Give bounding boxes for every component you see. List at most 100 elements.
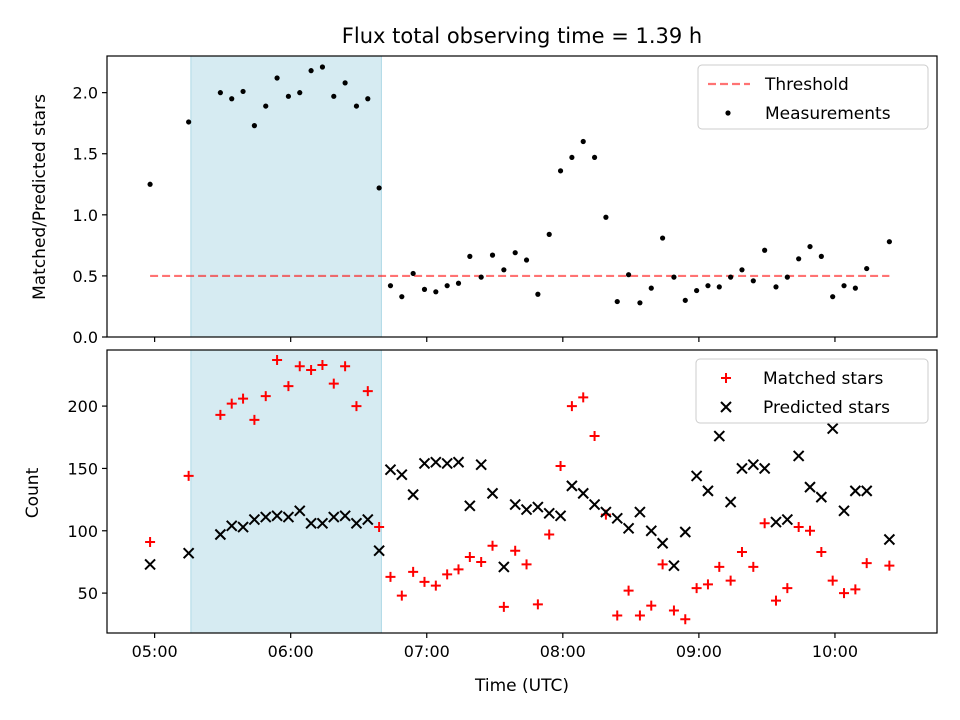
matched-star-point [793, 522, 804, 533]
matched-star-point [578, 392, 589, 403]
bottom-axes-frame [106, 349, 938, 634]
legend-box [697, 64, 929, 130]
predicted-star-point [679, 526, 691, 538]
predicted-star-point [271, 510, 283, 522]
matched-star-point [770, 595, 781, 606]
predicted-star-point [758, 462, 771, 475]
measurement-point [852, 285, 858, 291]
matched-star-point [374, 522, 385, 533]
predicted-star-point [781, 513, 794, 526]
measurement-point [580, 138, 586, 145]
predicted-star-point [668, 559, 680, 572]
bottom-y-tick-label: 200 [67, 397, 98, 416]
legend-label: Measurements [765, 104, 891, 124]
predicted-star-point [554, 510, 567, 522]
measurement-point [614, 298, 620, 305]
predicted-star-point [543, 507, 555, 520]
matched-star-point [385, 571, 396, 582]
measurement-point [796, 256, 802, 262]
matched-star-point [510, 545, 521, 556]
predicted-star-point [520, 503, 533, 516]
matched-star-point [646, 600, 657, 611]
predicted-star-point [860, 485, 873, 497]
measurement-point [830, 294, 836, 300]
matched-star-point [725, 575, 736, 586]
measurement-point [342, 80, 348, 86]
matched-star-point [702, 579, 713, 590]
measurement-point [864, 265, 870, 272]
matched-star-point [816, 546, 827, 557]
predicted-star-point [441, 457, 453, 470]
predicted-star-point [690, 470, 703, 482]
legend-box [695, 358, 929, 424]
matched-star-point [521, 559, 532, 570]
measurement-point [762, 247, 768, 253]
predicted-star-point [407, 488, 419, 501]
top-y-tick-label: 0.5 [73, 267, 98, 286]
matched-star-point [498, 601, 509, 612]
top-y-tick-label: 1.5 [73, 145, 98, 164]
predicted-star-point [838, 505, 850, 517]
predicted-star-point [634, 506, 646, 518]
matched-star-point [328, 378, 339, 389]
measurement-point [523, 257, 530, 263]
predicted-star-point [294, 505, 306, 517]
matched-star-point [487, 540, 498, 551]
x-tick-label: 08:00 [540, 642, 586, 661]
measurement-point [694, 287, 700, 294]
x-tick-label: 09:00 [676, 642, 722, 661]
predicted-star-point [532, 501, 544, 513]
measurement-point [467, 253, 473, 259]
x-axis-label: Time (UTC) [474, 676, 569, 696]
measurement-point [750, 278, 756, 284]
matched-star-point [464, 551, 475, 562]
matched-star-point [260, 391, 271, 402]
matched-star-point [759, 518, 770, 529]
matched-star-point [340, 361, 351, 372]
measurement-point [274, 75, 280, 81]
matched-star-point [714, 561, 725, 572]
matched-star-point [589, 431, 600, 442]
predicted-star-point [792, 450, 805, 462]
predicted-star-point [600, 506, 612, 518]
measurement-point [217, 90, 223, 96]
predicted-star-point [144, 558, 156, 571]
predicted-star-point [328, 511, 340, 523]
predicted-star-point [622, 522, 635, 534]
measurement-point [637, 300, 643, 306]
matched-star-point [396, 590, 407, 601]
matched-star-point [884, 560, 895, 571]
chart-title: Flux total observing time = 1.39 h [342, 24, 702, 48]
series-matched-stars [145, 354, 895, 625]
predicted-star-point [418, 457, 431, 470]
measurement-point [399, 294, 405, 300]
matched-star-point [283, 381, 294, 392]
measurement-point [603, 214, 609, 220]
measurement-point [319, 64, 326, 70]
predicted-star-point [849, 485, 862, 497]
legend-measurement-swatch [725, 110, 731, 116]
measurement-point [410, 270, 416, 277]
measurement-point [229, 96, 235, 102]
legend-label: Matched stars [763, 369, 883, 389]
matched-star-point [668, 605, 679, 616]
predicted-star-point [770, 516, 782, 528]
top-shaded-interval [190, 55, 382, 338]
predicted-star-point [452, 456, 465, 468]
matched-star-point [294, 361, 305, 372]
matched-star-point [748, 561, 759, 572]
measurement-point [501, 267, 507, 273]
predicted-star-point [815, 491, 828, 503]
measurement-point [886, 239, 892, 245]
matched-star-point [317, 359, 328, 370]
predicted-star-point [182, 547, 195, 559]
matched-star-point [215, 409, 226, 420]
series-measurements [147, 64, 892, 306]
predicted-star-point [396, 468, 408, 481]
top-axes-frame [106, 55, 938, 338]
top-y-tick-label: 2.0 [73, 84, 98, 103]
measurement-point [365, 96, 371, 102]
measurement-point [331, 93, 337, 99]
measurement-point [444, 283, 450, 289]
